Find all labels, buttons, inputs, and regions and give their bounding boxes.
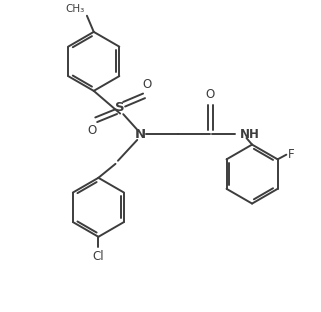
Text: F: F	[288, 148, 294, 161]
Text: Cl: Cl	[92, 250, 104, 263]
Text: S: S	[115, 101, 125, 115]
Text: N: N	[135, 128, 146, 141]
Text: O: O	[88, 124, 97, 137]
Text: NH: NH	[240, 128, 260, 141]
Text: CH₃: CH₃	[65, 3, 84, 14]
Text: O: O	[205, 88, 215, 101]
Text: O: O	[142, 79, 151, 91]
